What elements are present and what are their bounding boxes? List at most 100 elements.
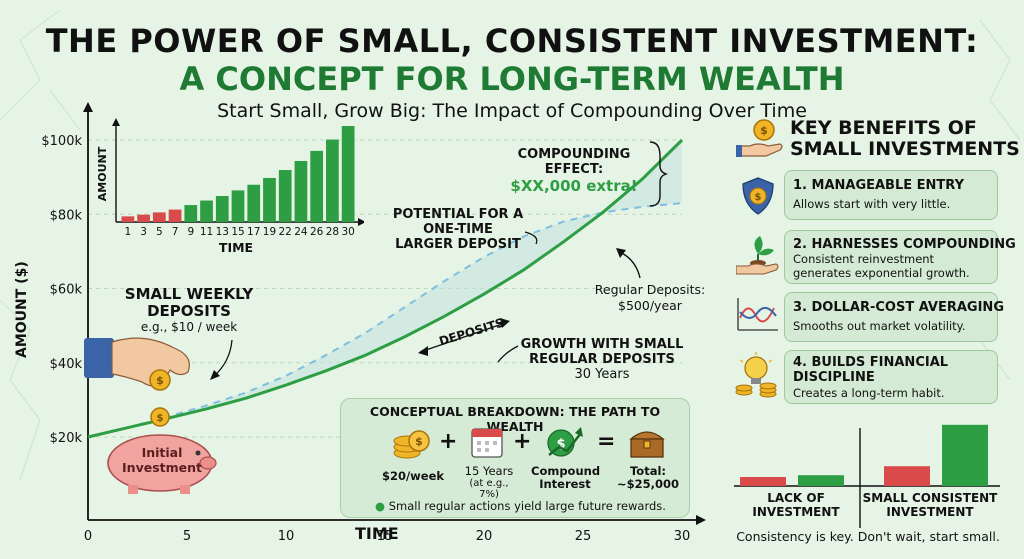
inset-bar xyxy=(231,190,245,222)
x-axis-label: TIME xyxy=(355,524,399,543)
inset-x-tick-label: 5 xyxy=(156,226,163,238)
benefit-card-1: 1. MANAGEABLE ENTRY Allows start with ve… xyxy=(784,170,998,220)
equals-sign: = xyxy=(597,429,616,454)
potential-arrow xyxy=(524,231,538,245)
breakdown-item-2-line2: (at e.g., 7%) xyxy=(469,477,509,500)
svg-text:$: $ xyxy=(157,413,164,424)
inset-x-axis-label: TIME xyxy=(219,240,253,255)
compounding-title: COMPOUNDING EFFECT: xyxy=(517,147,631,177)
benefits-header-line1: KEY BENEFITS OF xyxy=(790,117,977,139)
weekly-arrow xyxy=(213,339,233,377)
page-title-secondary: A CONCEPT FOR LONG-TERM WEALTH xyxy=(179,60,845,98)
hand-drop-coin-icon: $ xyxy=(84,337,190,391)
growth-line1: GROWTH WITH SMALL xyxy=(520,337,684,352)
inset-bar xyxy=(294,161,308,222)
deposits-arrow-line xyxy=(419,321,509,353)
inset-bar xyxy=(341,126,355,222)
bullet-icon: ● xyxy=(375,499,386,513)
inset-bar xyxy=(121,216,135,222)
weekly-line3: e.g., $10 / week xyxy=(140,319,238,334)
breakdown-item-2-line1: 15 Years xyxy=(464,464,514,478)
benefit-4-title: 4. BUILDS FINANCIAL DISCIPLINE xyxy=(793,355,949,385)
benefit-1-desc: Allows start with very little. xyxy=(793,197,951,211)
breakdown-item-4-line2: ~$25,000 xyxy=(616,476,679,491)
regular-deposits-line1: Regular Deposits: xyxy=(594,282,706,297)
x-axis-arrow xyxy=(696,515,706,525)
benefits-header-line2: SMALL INVESTMENTS xyxy=(790,138,1020,161)
wave-chart-icon xyxy=(734,296,780,336)
inset-y-axis-label: AMOUNT xyxy=(96,146,109,201)
svg-text:$: $ xyxy=(156,374,164,387)
inset-bar xyxy=(310,150,324,222)
initial-line1: Initial xyxy=(141,445,183,460)
hand-coin-icon: $ xyxy=(736,119,783,157)
inset-x-tick-label: 11 xyxy=(200,226,213,238)
benefit-3-desc: Smooths out market volatility. xyxy=(793,319,966,333)
page-subtitle: Start Small, Grow Big: The Impact of Com… xyxy=(217,100,807,122)
inset-bar xyxy=(168,209,182,222)
inset-x-tick-label: 26 xyxy=(310,226,324,238)
benefit-1-title: 1. MANAGEABLE ENTRY xyxy=(793,178,964,193)
deposits-arrowhead-left xyxy=(418,346,428,356)
inset-y-arrow xyxy=(112,118,120,126)
deposits-arrowhead-right xyxy=(500,318,510,328)
growth-line2: REGULAR DEPOSITS xyxy=(529,351,675,367)
compounding-value: $XX,000 extra! xyxy=(510,176,638,195)
growth-arrow xyxy=(497,345,519,363)
inset-x-tick-label: 3 xyxy=(140,226,147,238)
inset-x-tick-label: 13 xyxy=(216,226,229,238)
benefit-card-3: 3. DOLLAR-COST AVERAGING Smooths out mar… xyxy=(784,292,1004,342)
coin-stack-icon: $ xyxy=(393,430,430,459)
footer-text: Consistency is key. Don't wait, start sm… xyxy=(736,529,1000,544)
breakdown-item-2: 15 Years (at e.g., 7%) xyxy=(459,465,519,500)
y-tick-label: $80k xyxy=(50,208,83,223)
inset-bar xyxy=(184,205,198,222)
y-tick-label: $40k xyxy=(50,357,83,372)
svg-text:$: $ xyxy=(556,437,565,452)
regular-deposits-arrowhead xyxy=(616,248,626,258)
regular-deposits-line2: $500/year xyxy=(618,297,682,313)
inset-x-tick-label: 1 xyxy=(125,226,132,238)
calendar-icon xyxy=(471,428,503,458)
benefit-4-desc: Creates a long-term habit. xyxy=(793,386,945,400)
x-tick-label: 15 xyxy=(377,529,394,544)
inset-x-tick-label: 22 xyxy=(279,226,292,238)
x-tick-label: 20 xyxy=(476,529,493,544)
y-axis-label-box: AMOUNT ($) xyxy=(14,261,44,358)
inset-x-tick-label: 19 xyxy=(263,226,276,238)
benefit-2-title: 2. HARNESSES COMPOUNDING xyxy=(793,237,1016,252)
svg-text:$: $ xyxy=(760,124,768,137)
plus-sign-2: + xyxy=(513,429,532,454)
compounding-bracket xyxy=(649,141,669,207)
compounding-effect-label: COMPOUNDING EFFECT: $XX,000 extra! xyxy=(504,147,644,195)
compare-category-label: SMALL CONSISTENT xyxy=(863,491,999,505)
compare-bar xyxy=(798,475,844,486)
growth-line3: 30 Years xyxy=(574,366,630,382)
treasure-chest-icon xyxy=(629,431,665,458)
plus-sign-1: + xyxy=(439,429,458,454)
breakdown-item-3-line1: Compound xyxy=(531,464,601,478)
weekly-line2: DEPOSITS xyxy=(147,302,231,321)
benefit-2-desc: Consistent reinvestment generates expone… xyxy=(793,252,970,280)
growth-chart-icon: $ xyxy=(547,427,583,457)
svg-text:$: $ xyxy=(755,192,762,203)
breakdown-note: ● Small regular actions yield large futu… xyxy=(375,499,666,513)
shield-coin-icon: $ xyxy=(740,176,776,220)
compare-category-label: LACK OF xyxy=(767,491,825,505)
inset-x-tick-label: 7 xyxy=(172,226,179,238)
benefit-card-4: 4. BUILDS FINANCIAL DISCIPLINE Creates a… xyxy=(784,350,998,404)
inset-x-arrow xyxy=(358,218,364,226)
breakdown-item-3-line2: Interest xyxy=(539,476,591,491)
weekly-line1: SMALL WEEKLY xyxy=(124,285,254,303)
page-title: THE POWER OF SMALL, CONSISTENT INVESTMEN… xyxy=(45,22,979,60)
y-axis-label: AMOUNT ($) xyxy=(14,261,30,358)
inset-x-tick-label: 24 xyxy=(294,226,308,238)
benefit-3-title: 3. DOLLAR-COST AVERAGING xyxy=(793,300,1004,315)
compare-bar xyxy=(740,477,786,486)
inset-bar xyxy=(137,214,150,222)
breakdown-item-1: $20/week xyxy=(381,469,445,483)
y-tick-label: $20k xyxy=(50,431,83,446)
conceptual-breakdown-panel: CONCEPTUAL BREAKDOWN: THE PATH TO WEALTH… xyxy=(340,398,690,518)
initial-line2: Investment xyxy=(122,460,202,475)
